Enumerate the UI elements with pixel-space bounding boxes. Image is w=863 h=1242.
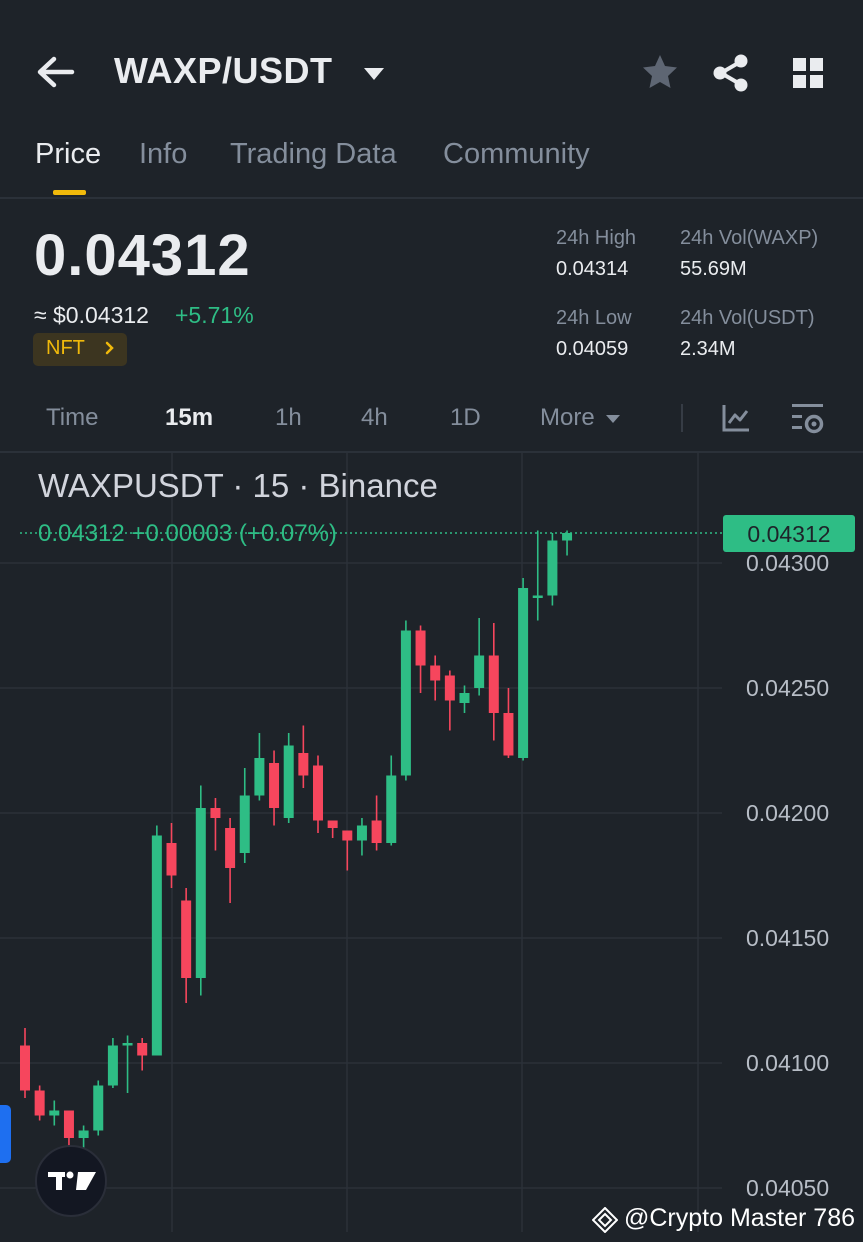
nft-badge[interactable]: NFT bbox=[33, 333, 127, 366]
back-arrow-icon[interactable] bbox=[30, 50, 80, 94]
stat-vol-base-value: 55.69M bbox=[680, 258, 747, 280]
tab-community[interactable]: Community bbox=[443, 138, 590, 170]
candle-body bbox=[283, 745, 294, 818]
caret-down-icon bbox=[606, 414, 621, 423]
interval-1h[interactable]: 1h bbox=[275, 404, 302, 431]
candle-body bbox=[459, 693, 470, 703]
active-tab-indicator bbox=[53, 190, 86, 195]
current-price-tag-value: 0.04312 bbox=[747, 521, 831, 547]
tab-price[interactable]: Price bbox=[35, 138, 102, 170]
candle-body bbox=[49, 1110, 60, 1116]
tab-bar: Price Info Trading Data Community bbox=[0, 138, 863, 196]
divider bbox=[0, 197, 863, 199]
candle-body bbox=[20, 1045, 30, 1091]
interval-time[interactable]: Time bbox=[46, 404, 99, 431]
candle-body bbox=[518, 588, 529, 758]
candle-body bbox=[562, 533, 573, 541]
grid-icon[interactable] bbox=[790, 55, 826, 91]
candle-body bbox=[327, 820, 338, 828]
stat-high-label: 24h High bbox=[556, 227, 637, 249]
candle-body bbox=[269, 763, 280, 808]
chart-change: 0.04312 +0.00003 (+0.07%) bbox=[38, 520, 337, 547]
candle-body bbox=[356, 825, 367, 841]
candle-body bbox=[78, 1130, 89, 1138]
chevron-right-icon bbox=[105, 341, 114, 355]
y-tick-label: 0.04100 bbox=[746, 1050, 830, 1076]
candle-body bbox=[503, 713, 514, 756]
tab-trading-data[interactable]: Trading Data bbox=[230, 138, 397, 170]
candle-body bbox=[430, 665, 441, 681]
share-icon[interactable] bbox=[710, 52, 752, 94]
caret-down-icon[interactable] bbox=[362, 64, 386, 84]
candle-body bbox=[254, 758, 265, 796]
candle-body bbox=[137, 1043, 148, 1056]
candle-body bbox=[63, 1110, 74, 1138]
interval-15m[interactable]: 15m bbox=[165, 404, 214, 431]
chart-settings-icon[interactable] bbox=[790, 402, 826, 436]
candle-body bbox=[547, 540, 558, 596]
binance-diamond-icon bbox=[592, 1207, 618, 1233]
chart-title: WAXPUSDT · 15 · Binance bbox=[38, 467, 438, 504]
candle-body bbox=[181, 900, 192, 978]
indicator-icon[interactable] bbox=[720, 402, 752, 434]
candle-body bbox=[166, 843, 177, 876]
last-price: 0.04312 bbox=[34, 223, 251, 288]
candle-body bbox=[386, 775, 397, 843]
y-tick-label: 0.04150 bbox=[746, 925, 830, 951]
candle-body bbox=[532, 595, 543, 598]
candle-body bbox=[93, 1085, 104, 1131]
candle-body bbox=[195, 808, 206, 978]
candle-body bbox=[239, 795, 250, 853]
candle-body bbox=[107, 1045, 118, 1086]
interval-1d[interactable]: 1D bbox=[450, 404, 481, 431]
candle-body bbox=[313, 765, 323, 821]
candle-body bbox=[122, 1043, 133, 1046]
candle-body bbox=[342, 830, 353, 841]
star-icon[interactable] bbox=[640, 52, 680, 92]
tab-info[interactable]: Info bbox=[139, 138, 188, 170]
candle-body bbox=[415, 630, 426, 666]
stat-vol-quote-value: 2.34M bbox=[680, 338, 736, 360]
interval-more-label: More bbox=[540, 404, 595, 431]
pair-title[interactable]: WAXP/USDT bbox=[114, 50, 333, 91]
stat-low-label: 24h Low bbox=[556, 307, 632, 329]
nft-label: NFT bbox=[46, 337, 85, 359]
current-price-tag: 0.04312 bbox=[723, 515, 855, 552]
y-tick-label: 0.04250 bbox=[746, 675, 830, 701]
divider bbox=[0, 451, 863, 453]
percent-change: +5.71% bbox=[175, 302, 254, 328]
stat-low-value: 0.04059 bbox=[556, 338, 629, 360]
watermark-text: @Crypto Master 786 bbox=[624, 1204, 856, 1232]
stat-vol-base-label: 24h Vol(WAXP) bbox=[680, 227, 819, 249]
candle-body bbox=[488, 655, 499, 713]
candle-body bbox=[444, 675, 455, 701]
candlestick-chart[interactable] bbox=[0, 453, 863, 1242]
candle-body bbox=[151, 835, 162, 1056]
candle-body bbox=[474, 655, 485, 688]
scroll-handle[interactable] bbox=[0, 1105, 11, 1163]
y-tick-label: 0.04200 bbox=[746, 800, 830, 826]
candle-body bbox=[34, 1090, 45, 1116]
stat-high-value: 0.04314 bbox=[556, 258, 629, 280]
candle-body bbox=[298, 753, 309, 776]
y-tick-label: 0.04300 bbox=[746, 550, 830, 576]
interval-more[interactable]: More bbox=[540, 404, 621, 432]
interval-4h[interactable]: 4h bbox=[361, 404, 388, 431]
separator bbox=[681, 404, 683, 432]
candle-body bbox=[210, 808, 221, 818]
y-tick-label: 0.04050 bbox=[746, 1175, 830, 1201]
candle-body bbox=[400, 630, 411, 776]
tradingview-logo-icon[interactable] bbox=[34, 1144, 108, 1218]
usd-price: ≈ $0.04312 bbox=[34, 302, 149, 328]
stat-vol-quote-label: 24h Vol(USDT) bbox=[680, 307, 815, 329]
candle-body bbox=[225, 828, 236, 868]
candle-body bbox=[371, 820, 382, 843]
